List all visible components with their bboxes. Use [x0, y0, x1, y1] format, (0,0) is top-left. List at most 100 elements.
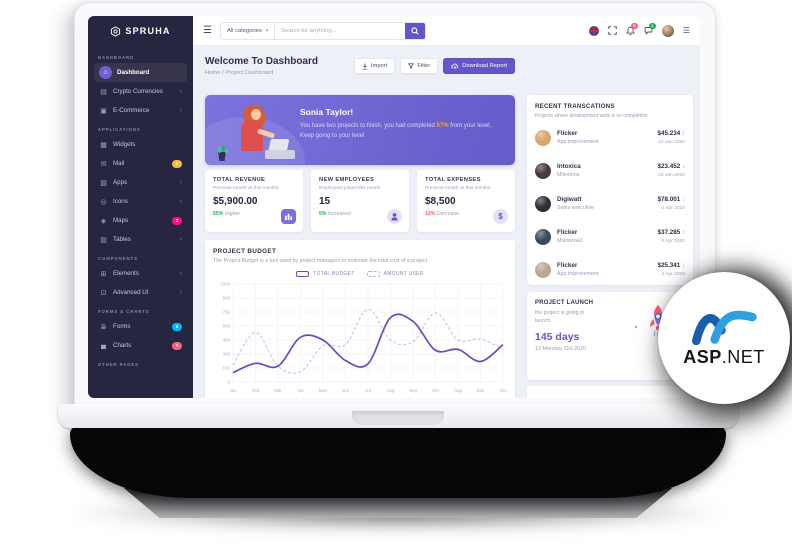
sidebar-item-mail[interactable]: ✉ Mail 2: [94, 154, 187, 173]
chevron-right-icon: ›: [179, 88, 182, 95]
transaction-row[interactable]: Flicker App improvement $45.234 ↑ 12 Jan 20…: [535, 121, 685, 154]
legend-item-amount-used: AMOUNT USED: [366, 271, 424, 277]
page-header: Welcome To Dashboard Home / Project Dash…: [205, 56, 515, 95]
banner-text-before: You have two projects to finish, you had…: [300, 123, 437, 129]
topbar-icons: 5 2 ☰: [588, 22, 690, 37]
messages-button[interactable]: 2: [644, 23, 656, 35]
laptop-notch: [352, 411, 444, 425]
mail-icon: ✉: [100, 160, 107, 168]
page-actions: Import Filter: [353, 58, 515, 74]
sidebar-item-label: Advanced UI: [113, 289, 149, 296]
sidebar-item-label: Charts: [113, 342, 132, 349]
search-input[interactable]: [275, 22, 406, 39]
chevron-down-icon: ▾: [265, 27, 269, 34]
stat-title: NEW EMPLOYEES: [319, 177, 375, 183]
chevron-right-icon: ›: [179, 107, 182, 114]
svg-text:Oct: Oct: [432, 388, 440, 393]
svg-text:May: May: [319, 388, 328, 393]
series-total-budget: [232, 313, 504, 374]
search-icon: [411, 26, 419, 35]
sidebar-item-apps[interactable]: ▧ Apps ›: [94, 173, 187, 192]
fullscreen-button[interactable]: [608, 26, 617, 35]
welcome-banner: Sonia Taylor! You have two projects to f…: [205, 95, 515, 165]
svg-text:Jul: Jul: [365, 388, 371, 393]
transaction-amount: $45.234 ↑: [657, 130, 685, 138]
svg-text:0: 0: [228, 380, 231, 385]
svg-text:Sep: Sep: [477, 388, 485, 393]
category-select[interactable]: All categories ▾: [221, 22, 276, 39]
transaction-row[interactable]: Digiwatt Sales executive $78.001 ↓ 4 Apr 20…: [535, 187, 685, 220]
fullscreen-icon: [608, 26, 617, 35]
transaction-row[interactable]: Intoxica Milestone $23.452 ↓ 23 Jan 2020: [535, 154, 685, 187]
logo[interactable]: SPRUHA: [88, 16, 193, 46]
topbar: ☰ All categories ▾: [193, 16, 700, 46]
sidebar-item-icons[interactable]: ◎ Icons ›: [94, 192, 187, 211]
transaction-row[interactable]: Flicker Milestone2 $37.285 ↑ 4 Apr 2020: [535, 220, 685, 253]
banner-highlight: 57%: [436, 123, 449, 129]
stat-delta-percent: 55%: [213, 210, 224, 217]
transaction-row[interactable]: Flicker App improvement $25.341 ↓ 4 Apr 202…: [535, 253, 685, 286]
chevron-right-icon: ›: [179, 198, 182, 205]
sidebar-item-forms[interactable]: ≣ Forms 6: [94, 317, 187, 336]
sidebar-item-dashboard[interactable]: ⌂ Dashboard: [94, 63, 187, 82]
search-button[interactable]: [405, 22, 426, 39]
language-flag-icon[interactable]: [588, 25, 599, 36]
sidebar-nav: DASHBOARD ⌂ Dashboard ▤ Crypto Currencies › ▣ E…: [88, 46, 193, 372]
hamburger-icon[interactable]: ☰: [203, 25, 212, 36]
sidebar-section-label: DASHBOARD: [98, 55, 135, 60]
sidebar-item-badge: 5: [172, 341, 182, 350]
banner-title: Sonia Taylor!: [300, 107, 354, 117]
stat-value: 15: [319, 195, 331, 207]
arrow-down-icon: ↓: [682, 263, 685, 270]
sidebar-item-elements[interactable]: ⊞ Elements ›: [94, 264, 187, 283]
search-bar: All categories ▾: [219, 21, 427, 40]
svg-text:1050: 1050: [220, 282, 230, 287]
sidebar-item-maps[interactable]: ◈ Maps 2: [94, 211, 187, 230]
transaction-role: Milestone: [557, 172, 580, 178]
right-sidebar-toggle-icon[interactable]: ☰: [682, 26, 690, 35]
transaction-info: Flicker App improvement: [557, 262, 651, 277]
sidebar-item-e-commerce[interactable]: ▣ E-Commerce ›: [94, 101, 187, 120]
notifications-button[interactable]: 5: [626, 22, 638, 36]
transaction-amount-block: $23.452 ↓ 23 Jan 2020: [657, 163, 685, 178]
transaction-amount-block: $45.234 ↑ 12 Jan 2020: [657, 130, 685, 145]
svg-text:Aug: Aug: [454, 388, 462, 393]
user-avatar[interactable]: [661, 24, 674, 37]
launch-subtitle: the project is going to launch: [535, 310, 585, 324]
spruha-logo-icon: [111, 25, 121, 37]
laptop-base: [58, 404, 738, 428]
advanced-ui-icon: ⊡: [100, 289, 107, 297]
chevron-right-icon: ›: [179, 179, 182, 186]
breadcrumb: Home / Project Dashboard: [205, 70, 318, 76]
arrow-down-icon: ↓: [682, 164, 685, 171]
stat-value: $8,500: [425, 195, 456, 207]
sidebar-item-charts[interactable]: ▄ Charts 5: [94, 336, 187, 355]
sidebar-item-widgets[interactable]: ▦ Widgets: [94, 135, 187, 154]
transaction-info: Flicker Milestone2: [557, 229, 651, 244]
breadcrumb-separator: /: [222, 70, 224, 76]
charts-icon: ▄: [101, 342, 106, 349]
sidebar-item-crypto-currencies[interactable]: ▤ Crypto Currencies ›: [94, 82, 187, 101]
download-report-button[interactable]: Download Report: [443, 58, 515, 74]
import-button[interactable]: Import: [353, 58, 396, 74]
svg-text:Mar: Mar: [274, 388, 282, 393]
sidebar-item-tables[interactable]: ▥ Tables ›: [94, 230, 187, 249]
aspnet-badge: ASP.NET: [658, 272, 790, 404]
sidebar-item-advanced-ui[interactable]: ⊡ Advanced UI ›: [94, 283, 187, 302]
forms-icon: ≣: [100, 323, 107, 331]
avatar: [535, 129, 551, 146]
sidebar-item-label: Maps: [113, 217, 129, 224]
svg-text:Feb: Feb: [252, 388, 260, 393]
breadcrumb-home[interactable]: Home: [205, 70, 221, 76]
svg-text:Jan: Jan: [229, 388, 237, 393]
transaction-role: Sales executive: [557, 205, 595, 211]
stat-title: TOTAL REVENUE: [213, 177, 266, 183]
recent-transactions-card: RECENT TRANSCATIONS Projects where devel…: [527, 95, 693, 285]
tables-icon: ▥: [100, 236, 107, 244]
partial-card: [527, 386, 693, 398]
stat-card-total-revenue: TOTAL REVENUE Previous month vs this mont…: [205, 170, 303, 232]
transaction-date: 4 Apr 2020: [661, 205, 685, 211]
dollar-glyph: $: [498, 212, 503, 221]
filter-button[interactable]: Filter: [400, 58, 439, 74]
